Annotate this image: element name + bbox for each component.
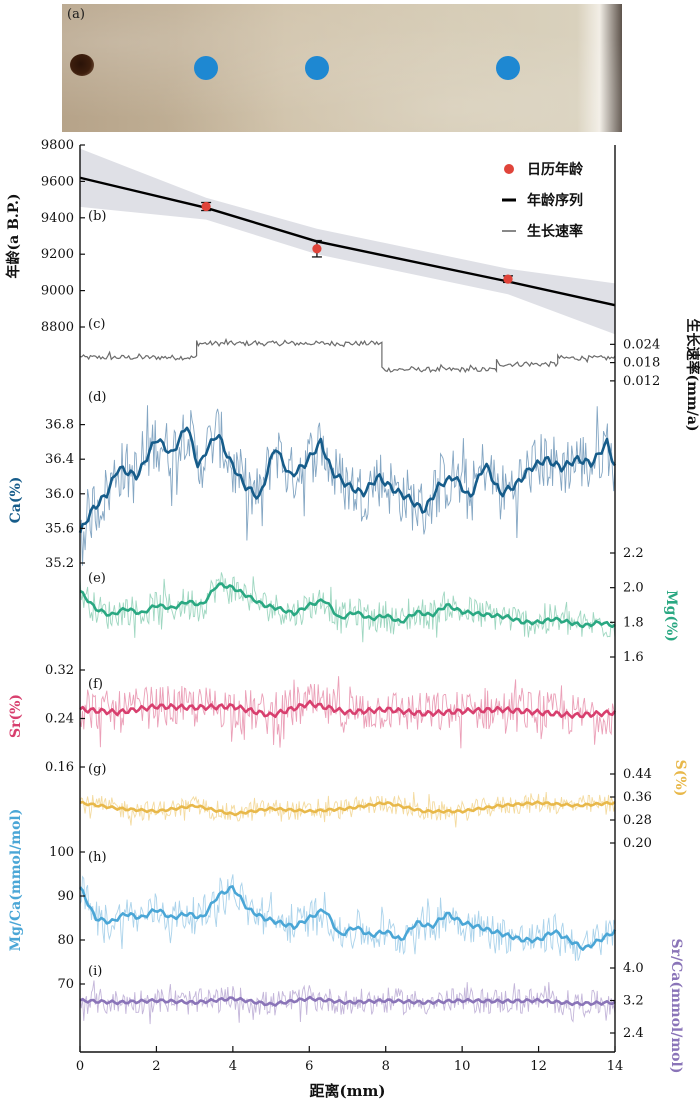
ytick-label: 70	[57, 977, 74, 992]
ytick-label: 35.6	[45, 521, 74, 536]
calendar-age-point	[201, 201, 211, 212]
raw-series	[79, 572, 616, 643]
panel-label: (d)	[88, 390, 106, 405]
ytick-label: 9000	[41, 284, 74, 299]
smoothed-series	[78, 426, 617, 534]
legend-age-series: 年龄序列	[527, 192, 583, 209]
ytick-label: 0.24	[45, 712, 74, 727]
ytick-label: 36.8	[45, 418, 74, 433]
sample-photo: (a)	[62, 4, 622, 132]
ytick-label: 9800	[41, 138, 74, 153]
ytick-label: 8800	[41, 320, 74, 335]
ytick-label: 35.2	[45, 556, 74, 571]
ylabel: Sr(%)	[8, 694, 24, 738]
legend-calendar-age: 日历年龄	[527, 161, 584, 178]
ytick-label: 90	[57, 889, 74, 904]
ytick-label: 0.36	[623, 790, 652, 805]
calendar-age-point	[312, 244, 322, 254]
raw-series	[79, 874, 616, 961]
ytick-label: 9200	[41, 247, 74, 262]
xtick-label: 0	[76, 1059, 84, 1074]
ytick-label: 0.32	[45, 663, 74, 678]
panel-label: (g)	[88, 762, 106, 777]
sample-point-2	[304, 56, 329, 80]
ylabel: S(%)	[672, 760, 688, 797]
photo-texture	[62, 4, 622, 132]
ylabel: Mg(%)	[663, 590, 679, 642]
ytick-label: 9400	[41, 211, 74, 226]
smoothed-series	[79, 800, 616, 817]
legend-calendar-age-marker	[504, 164, 514, 174]
ytick-label: 2.4	[623, 1026, 644, 1041]
panel-label: (e)	[88, 571, 106, 586]
growth-rate-line	[79, 337, 616, 374]
ytick-label: 0.012	[623, 374, 660, 389]
raw-series	[79, 405, 616, 566]
ytick-label: 1.8	[623, 615, 644, 630]
ylabel: Sr/Ca(mmol/mol)	[668, 939, 684, 1074]
xtick-label: 2	[152, 1059, 160, 1074]
panel-a-label: (a)	[67, 7, 85, 22]
legend-growth-rate: 生长速率	[527, 223, 583, 240]
smoothed-series	[79, 699, 617, 719]
smoothed-series	[79, 582, 616, 629]
ytick-label: 0.20	[623, 836, 652, 851]
raw-series	[79, 980, 616, 1025]
drill-hole	[70, 54, 94, 76]
ytick-label: 1.6	[623, 650, 644, 665]
ytick-label: 3.2	[623, 994, 644, 1009]
ytick-label: 9600	[41, 174, 74, 189]
ylabel: 年龄(a B.P.)	[5, 194, 22, 279]
panel-label: (f)	[88, 677, 103, 692]
ytick-label: 0.018	[623, 356, 660, 371]
panel-label: (i)	[88, 964, 102, 979]
ytick-label: 36.0	[45, 487, 74, 502]
calendar-age-point	[503, 274, 513, 284]
ytick-label: 0.28	[623, 813, 652, 828]
panel-label: (h)	[88, 850, 107, 865]
xtick-label: 10	[454, 1059, 471, 1074]
ylabel: Ca(%)	[8, 477, 24, 524]
ytick-label: 0.16	[45, 760, 74, 775]
ylabel: 生长速率(mm/a)	[684, 318, 700, 431]
xtick-label: 14	[607, 1059, 624, 1074]
smoothed-series	[79, 885, 617, 951]
smoothed-series	[79, 995, 616, 1007]
age-uncertainty-band	[80, 148, 615, 335]
ytick-label: 80	[57, 933, 74, 948]
ytick-label: 4.0	[623, 961, 644, 976]
xtick-label: 8	[382, 1059, 390, 1074]
ytick-label: 2.0	[623, 581, 644, 596]
panel-label: (c)	[88, 317, 105, 332]
sample-point-1	[194, 56, 219, 80]
ytick-label: 0.024	[623, 337, 660, 352]
xtick-label: 4	[229, 1059, 237, 1074]
panel-label: (b)	[88, 209, 106, 224]
ylabel: Mg/Ca(mmol/mol)	[8, 809, 24, 952]
ytick-label: 2.2	[623, 546, 644, 561]
xtick-label: 6	[305, 1059, 313, 1074]
ytick-label: 0.44	[623, 767, 652, 782]
raw-series	[79, 791, 616, 828]
ytick-label: 36.4	[45, 452, 74, 467]
sample-point-3	[496, 56, 520, 80]
x-axis-label: 距离(mm)	[310, 1082, 386, 1100]
xtick-label: 12	[530, 1059, 547, 1074]
ytick-label: 100	[49, 845, 74, 860]
